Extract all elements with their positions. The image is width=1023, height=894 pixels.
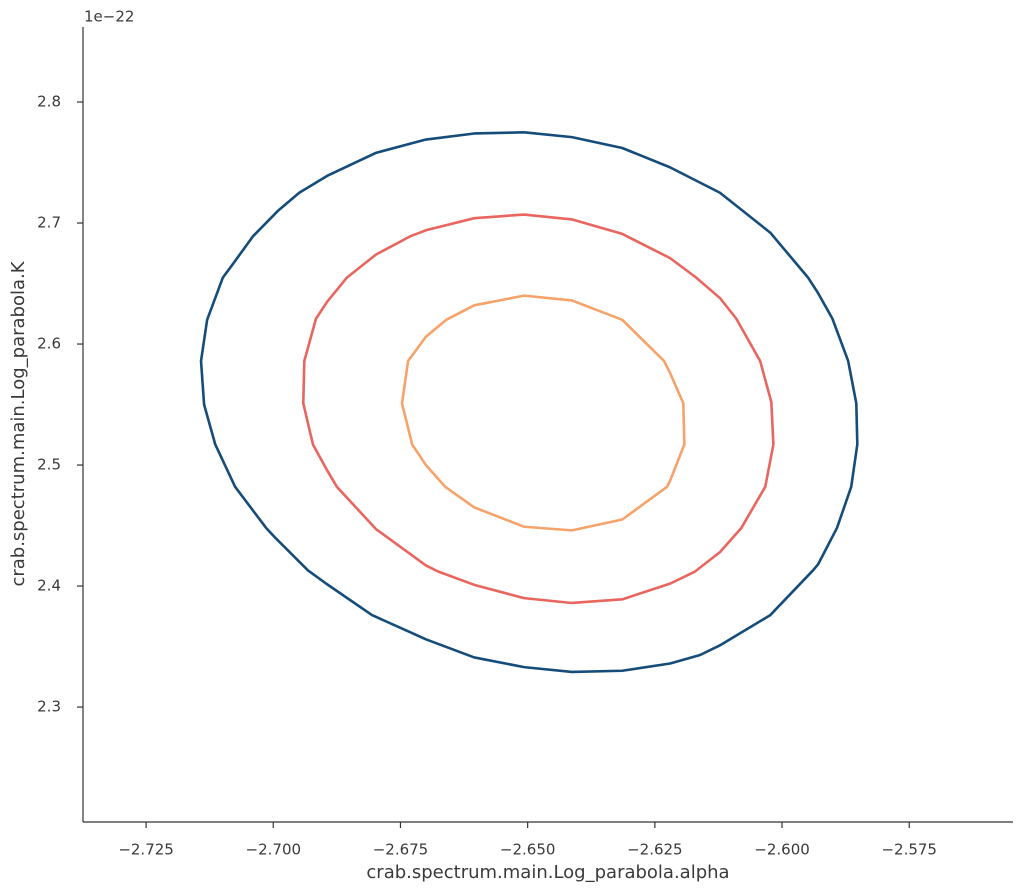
y-tick-label: 2.3 bbox=[37, 698, 61, 716]
x-tick-label: −2.575 bbox=[881, 841, 937, 859]
contour-line bbox=[301, 213, 775, 605]
y-tick-label: 2.7 bbox=[37, 214, 61, 232]
y-tick-label: 2.8 bbox=[37, 93, 61, 111]
x-tick-label: −2.675 bbox=[373, 841, 429, 859]
contour-line bbox=[199, 130, 859, 674]
x-axis-label: crab.spectrum.main.Log_parabola.alpha bbox=[366, 862, 729, 883]
x-tick-label: −2.650 bbox=[500, 841, 556, 859]
y-tick-label: 2.5 bbox=[37, 456, 61, 474]
x-tick-label: −2.625 bbox=[627, 841, 683, 859]
x-tick-label: −2.725 bbox=[118, 841, 174, 859]
y-tick-label: 2.4 bbox=[37, 577, 61, 595]
x-tick-label: −2.700 bbox=[246, 841, 302, 859]
x-tick-label: −2.600 bbox=[754, 841, 810, 859]
contour-line bbox=[400, 294, 686, 532]
y-offset-label: 1e−22 bbox=[84, 8, 134, 26]
y-axis-label: crab.spectrum.main.Log_parabola.K bbox=[8, 260, 29, 586]
y-tick-label: 2.6 bbox=[37, 335, 61, 353]
